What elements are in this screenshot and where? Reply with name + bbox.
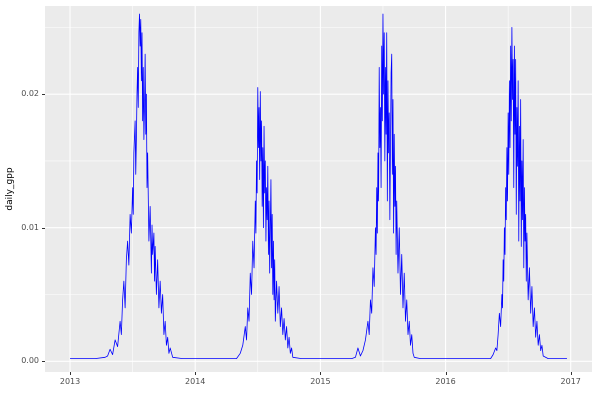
- y-tick-label: 0.01: [21, 222, 39, 232]
- y-tick-label: 0.00: [21, 356, 39, 366]
- y-tick-mark: [42, 94, 45, 96]
- x-tick-label: 2015: [310, 377, 331, 386]
- gpp-line-series: [70, 13, 567, 360]
- x-tick-label: 2013: [59, 377, 81, 386]
- y-axis-title: daily_gpp: [5, 167, 15, 211]
- y-tick-mark: [42, 227, 45, 229]
- x-tick-label: 2017: [560, 377, 581, 386]
- x-tick-mark: [70, 372, 72, 375]
- plot-panel: [45, 6, 592, 372]
- x-tick-label: 2016: [435, 377, 456, 386]
- x-tick-mark: [195, 372, 197, 375]
- x-tick-mark: [445, 372, 447, 375]
- y-tick-label: 0.02: [21, 89, 39, 99]
- x-tick-label: 2014: [185, 377, 206, 386]
- x-tick-mark: [320, 372, 322, 375]
- y-tick-mark: [42, 361, 45, 363]
- x-tick-mark: [570, 372, 572, 375]
- plot-svg: [45, 6, 592, 372]
